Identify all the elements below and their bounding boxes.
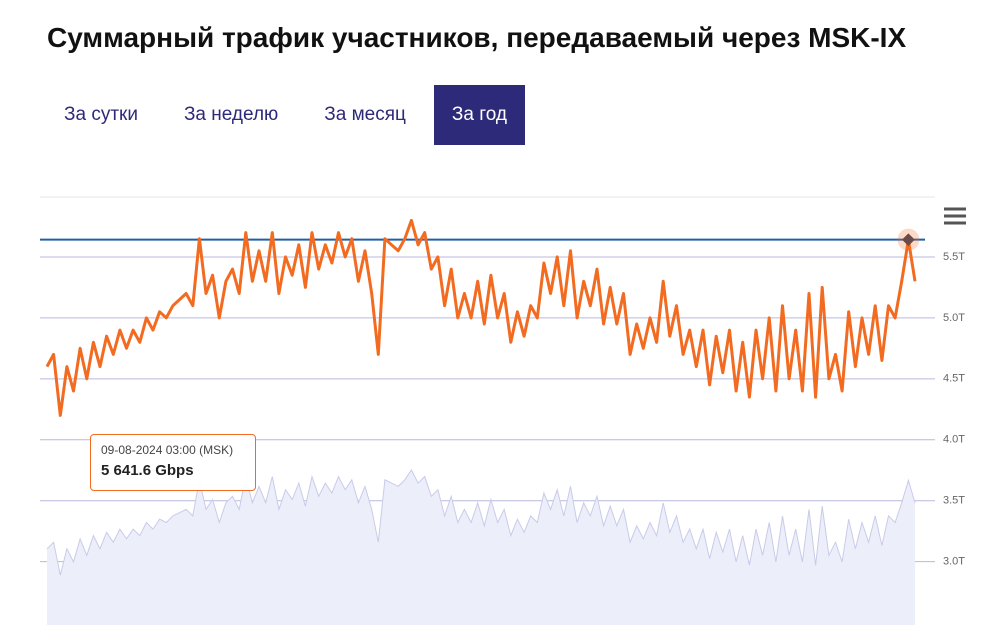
tooltip: 09-08-2024 03:00 (MSK) 5 641.6 Gbps xyxy=(90,434,256,491)
tooltip-date: 09-08-2024 03:00 (MSK) xyxy=(101,443,234,457)
tab[interactable]: За неделю xyxy=(183,104,279,125)
tooltip-value: 5 641.6 Gbps xyxy=(101,462,194,479)
menu-icon[interactable] xyxy=(944,207,966,225)
y-tick-label: 5.0T xyxy=(943,312,965,324)
y-tick-label: 4.0T xyxy=(943,434,965,446)
y-tick-label: 4.5T xyxy=(943,373,965,385)
page-title: Суммарный трафик участников, передаваемы… xyxy=(47,22,907,53)
y-tick-label: 5.5T xyxy=(943,251,965,263)
y-tick-label: 3.5T xyxy=(943,495,965,507)
tab[interactable]: За месяц xyxy=(324,104,406,125)
y-tick-label: 3.0T xyxy=(943,556,965,568)
tab[interactable]: За сутки xyxy=(64,104,138,125)
navigator-area xyxy=(47,470,915,625)
tab[interactable]: За год xyxy=(433,85,525,145)
tab-bar: За сутки За неделю За месяц За год xyxy=(46,85,535,145)
series-line xyxy=(45,218,917,417)
navigator-line xyxy=(46,469,916,576)
